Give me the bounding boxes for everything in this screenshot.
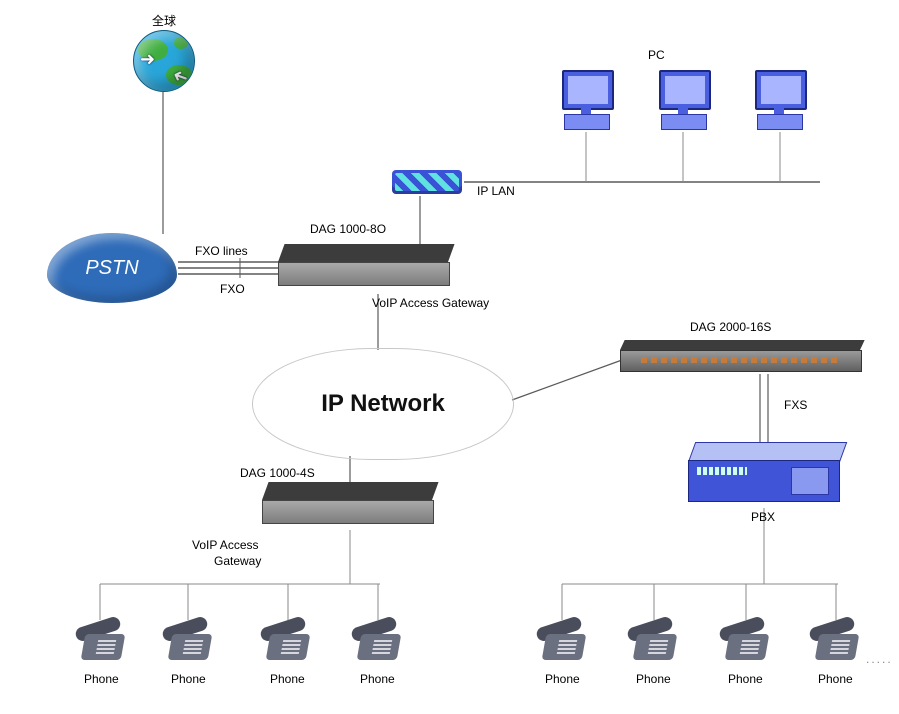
- dag-4s-label: DAG 1000-4S: [240, 466, 315, 480]
- phone-label-l3: Phone: [270, 672, 305, 686]
- phone-icon-l3: [260, 620, 314, 666]
- phone-label-l4: Phone: [360, 672, 395, 686]
- pc-icon-3: [751, 70, 807, 130]
- globe-icon: ➜ ➜: [133, 30, 195, 92]
- gateway-4s: [262, 482, 432, 530]
- pc-icon-1: [558, 70, 614, 130]
- phone-icon-l2: [162, 620, 216, 666]
- fxs-label: FXS: [784, 398, 807, 412]
- phone-icon-r3: [719, 620, 773, 666]
- phone-label-r2: Phone: [636, 672, 671, 686]
- pstn-text: PSTN: [85, 257, 138, 280]
- ip-network-text: IP Network: [321, 390, 445, 418]
- globe-label: 全球: [152, 12, 176, 29]
- fxo-lines-label: FXO lines: [195, 244, 248, 258]
- pbx-icon: [688, 442, 838, 506]
- phone-label-l2: Phone: [171, 672, 206, 686]
- dag-8o-label: DAG 1000-8O: [310, 222, 386, 236]
- dag-16s-label: DAG 2000-16S: [690, 320, 771, 334]
- gateway-16s: [620, 340, 860, 374]
- phone-icon-r2: [627, 620, 681, 666]
- pbx-label: PBX: [751, 510, 775, 524]
- ip-network-cloud: IP Network: [252, 348, 514, 460]
- voip-gw-label-1: VoIP Access Gateway: [372, 296, 489, 310]
- switch-icon: [392, 170, 462, 194]
- voip-gw-label-2a: VoIP Access: [192, 538, 259, 552]
- phone-icon-r4: [809, 620, 863, 666]
- phone-icon-l1: [75, 620, 129, 666]
- ellipsis: .....: [866, 652, 893, 666]
- pc-group-label: PC: [648, 48, 665, 62]
- fxo-label: FXO: [220, 282, 245, 296]
- pc-icon-2: [655, 70, 711, 130]
- phone-icon-r1: [536, 620, 590, 666]
- pstn-cloud: PSTN: [47, 233, 177, 303]
- phone-label-r1: Phone: [545, 672, 580, 686]
- phone-icon-l4: [351, 620, 405, 666]
- ip-lan-label: IP LAN: [477, 184, 515, 198]
- voip-gw-label-2b: Gateway: [214, 554, 261, 568]
- gateway-8o: [278, 244, 448, 292]
- phone-label-r4: Phone: [818, 672, 853, 686]
- phone-label-l1: Phone: [84, 672, 119, 686]
- phone-label-r3: Phone: [728, 672, 763, 686]
